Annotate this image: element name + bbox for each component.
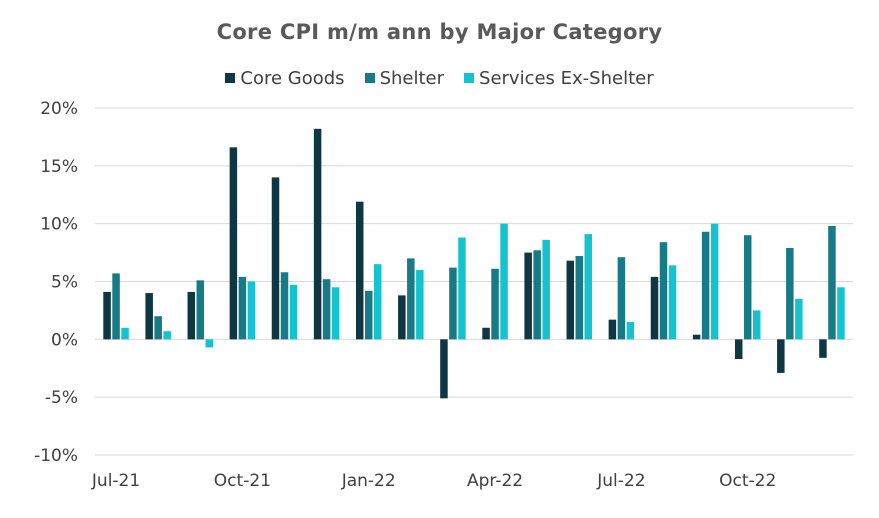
x-tick-label: Oct-22 — [719, 471, 776, 491]
y-tick-label: 15% — [40, 157, 78, 177]
bar-core-goods-apr-22 — [482, 327, 490, 340]
bar-shelter-apr-22 — [491, 268, 499, 340]
y-tick-label: 5% — [51, 273, 78, 293]
bar-shelter-mar-22 — [449, 267, 457, 340]
bar-core-goods-jul-22 — [608, 319, 617, 340]
bar-services-ex-shelter-dec-22 — [837, 287, 845, 340]
legend-item: Shelter — [364, 68, 445, 89]
bar-shelter-jun-22 — [575, 256, 584, 340]
bar-shelter-feb-22 — [407, 258, 415, 340]
bar-shelter-jul-21 — [112, 273, 120, 340]
bar-core-goods-oct-21 — [229, 147, 238, 340]
bar-core-goods-jun-22 — [566, 260, 575, 340]
bar-services-ex-shelter-aug-21 — [163, 331, 171, 340]
bar-core-goods-aug-21 — [145, 293, 153, 340]
chart-title: Core CPI m/m ann by Major Category — [216, 20, 663, 44]
bar-services-ex-shelter-jan-22 — [373, 264, 382, 340]
bar-services-ex-shelter-sep-22 — [710, 223, 719, 340]
legend-swatch — [364, 73, 375, 83]
bar-core-goods-may-22 — [524, 252, 532, 340]
bar-core-goods-sep-22 — [692, 334, 701, 340]
bar-services-ex-shelter-aug-22 — [668, 265, 677, 340]
bar-shelter-jul-22 — [617, 257, 626, 340]
bar-core-goods-feb-22 — [398, 295, 406, 340]
bar-services-ex-shelter-may-22 — [542, 239, 550, 340]
bar-shelter-nov-22 — [786, 247, 794, 340]
bar-core-goods-nov-22 — [777, 339, 785, 373]
bar-services-ex-shelter-jun-22 — [584, 234, 593, 340]
legend-label: Core Goods — [240, 68, 345, 89]
bar-core-goods-dec-22 — [819, 339, 827, 358]
bar-shelter-dec-21 — [322, 279, 331, 340]
x-tick-label: Apr-22 — [467, 471, 523, 491]
bar-shelter-jan-22 — [364, 290, 373, 340]
bar-shelter-aug-21 — [154, 316, 162, 340]
bar-core-goods-mar-22 — [440, 339, 448, 399]
bar-core-goods-nov-21 — [271, 177, 280, 340]
bar-services-ex-shelter-oct-21 — [247, 281, 256, 340]
legend-item: Services Ex-Shelter — [464, 68, 654, 89]
bar-services-ex-shelter-mar-22 — [458, 237, 466, 340]
x-tick-label: Jul-21 — [91, 471, 140, 491]
y-tick-label: 0% — [51, 330, 78, 350]
x-tick-label: Oct-21 — [214, 471, 271, 491]
y-tick-label: -10% — [34, 446, 78, 466]
bar-core-goods-sep-21 — [187, 291, 196, 340]
bar-shelter-sep-22 — [701, 231, 710, 340]
bar-shelter-may-22 — [533, 250, 541, 340]
chart-legend: Core Goods Shelter Services Ex-Shelter — [0, 68, 879, 89]
bar-core-goods-dec-21 — [313, 128, 322, 340]
bar-services-ex-shelter-jul-22 — [626, 321, 635, 340]
bar-services-ex-shelter-dec-21 — [331, 287, 340, 340]
bar-services-ex-shelter-jul-21 — [121, 327, 129, 340]
legend-swatch — [464, 73, 475, 83]
bar-services-ex-shelter-feb-22 — [416, 269, 424, 340]
bar-services-ex-shelter-nov-21 — [289, 284, 298, 340]
bar-shelter-dec-22 — [828, 225, 836, 340]
bar-core-goods-jan-22 — [355, 201, 364, 340]
x-tick-label: Jan-22 — [341, 471, 396, 491]
bar-services-ex-shelter-sep-21 — [205, 339, 214, 348]
bar-shelter-aug-22 — [659, 242, 668, 340]
legend-label: Shelter — [379, 68, 445, 89]
bar-shelter-sep-21 — [196, 280, 205, 340]
y-tick-label: 20% — [40, 99, 78, 119]
bar-services-ex-shelter-oct-22 — [752, 310, 761, 340]
y-tick-label: 10% — [40, 215, 78, 235]
bar-services-ex-shelter-nov-22 — [795, 298, 803, 340]
bar-shelter-oct-22 — [743, 235, 752, 340]
bar-services-ex-shelter-apr-22 — [500, 223, 508, 340]
bar-shelter-oct-21 — [238, 276, 247, 340]
legend-item: Core Goods — [225, 68, 345, 89]
bar-core-goods-oct-22 — [734, 339, 743, 359]
legend-swatch — [225, 73, 236, 83]
legend-label: Services Ex-Shelter — [479, 68, 654, 89]
bar-core-goods-jul-21 — [103, 291, 111, 340]
bar-shelter-nov-21 — [280, 272, 289, 340]
y-tick-label: -5% — [45, 388, 78, 408]
bar-core-goods-aug-22 — [650, 276, 659, 340]
x-tick-label: Jul-22 — [596, 471, 645, 491]
